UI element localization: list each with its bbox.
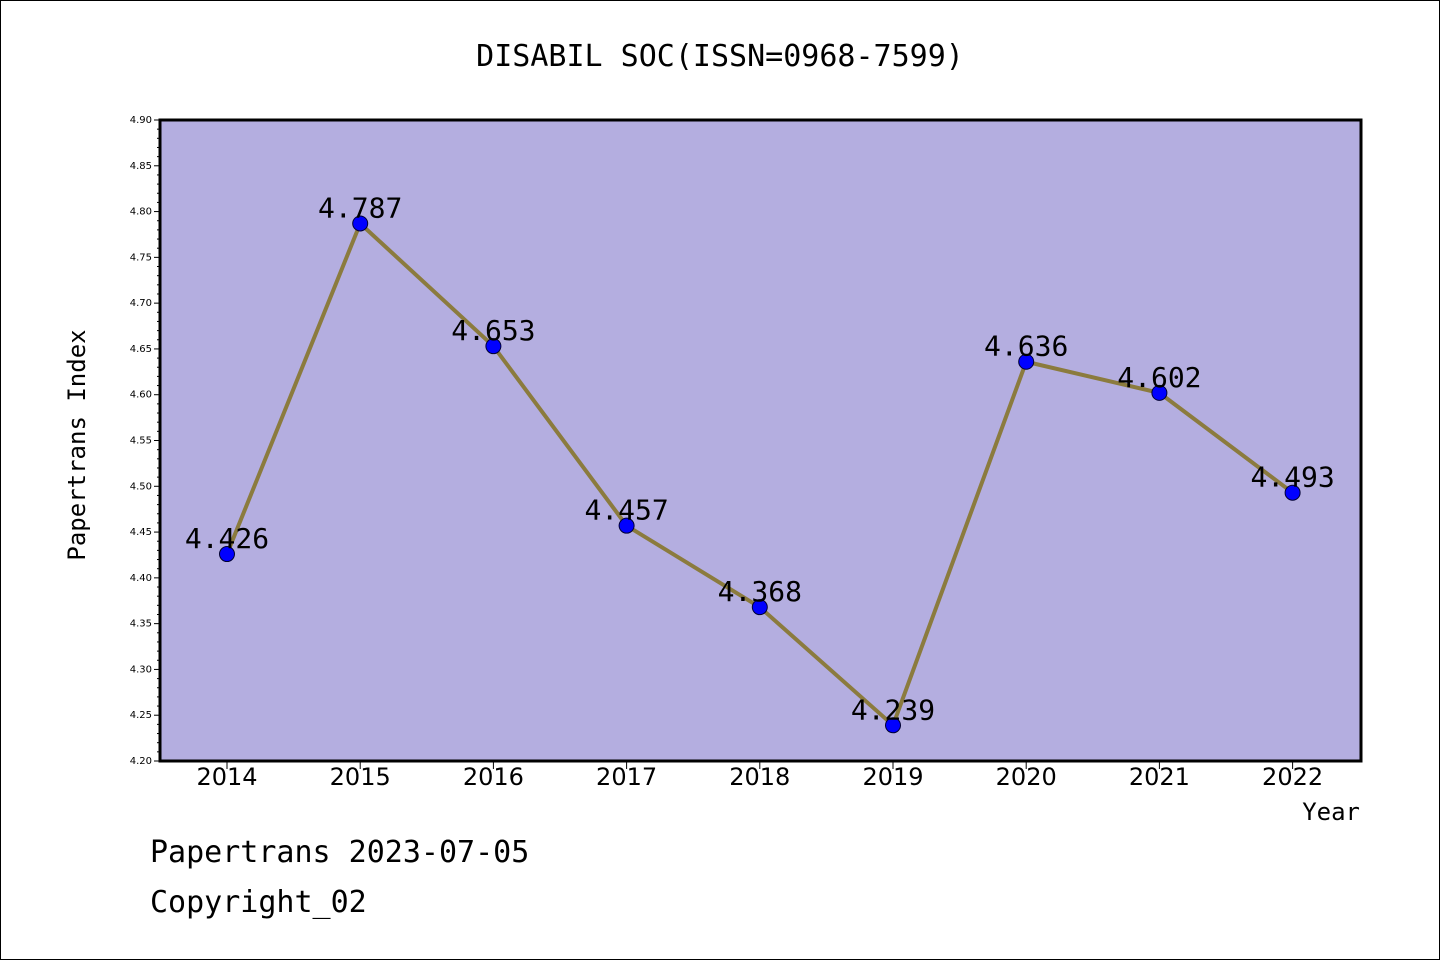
x-tick-label: 2019 [862,763,923,791]
data-point [219,546,235,563]
data-point [618,517,635,534]
chart-title: DISABIL SOC(ISSN=0968-7599) [476,39,964,74]
x-tick-label: 2015 [330,763,391,791]
y-tick-label: 4.30 [130,664,152,675]
x-tick-label: 2021 [1129,763,1190,791]
data-label: 4.426 [185,522,269,555]
y-tick-label: 4.25 [130,710,152,721]
data-label: 4.602 [1117,361,1201,394]
x-tick-label: 2017 [596,763,657,791]
y-tick-label: 4.45 [130,527,152,538]
data-label: 4.368 [718,575,802,608]
data-point [1018,353,1035,370]
footer-date-label: Papertrans 2023-07-05 [150,835,530,870]
x-tick-label: 2016 [463,763,524,791]
data-point [885,717,901,734]
data-point [751,599,768,616]
data-point [352,215,369,232]
data-label: 4.653 [451,314,535,347]
y-tick-label: 4.50 [130,481,152,492]
data-label: 4.239 [851,693,935,726]
y-tick-label: 4.20 [130,756,152,767]
x-tick-label: 2018 [729,763,790,791]
data-label: 4.636 [984,330,1068,363]
y-axis-label: Papertrans Index [63,329,91,560]
y-axis: 4.20 4.25 4.30 4.35 4.40 4.45 4.50 4.55 4.60 4.65… [130,115,160,767]
y-tick-label: 4.75 [130,252,152,263]
y-tick-label: 4.90 [130,115,152,126]
footer-copyright-label: Copyright_02 [150,885,367,920]
data-label: 4.787 [318,191,402,224]
y-tick-label: 4.55 [130,436,152,447]
y-tick-label: 4.65 [130,344,152,355]
data-point [1284,484,1301,501]
x-tick-label: 2022 [1262,763,1323,791]
y-tick-label: 4.40 [130,573,152,584]
x-axis-label: Year [1302,798,1360,826]
x-axis: 2014 2015 2016 2017 2018 2019 2020 2021 2022 [196,761,1323,791]
plot-border [158,118,1363,763]
data-point [1151,384,1168,401]
y-tick-label: 4.85 [130,161,152,172]
series-group: 4.426 4.787 4.653 4.457 4.368 4.239 4.636 4.602… [185,191,1335,734]
data-label: 4.457 [584,494,668,527]
x-tick-label: 2020 [996,763,1057,791]
data-label: 4.493 [1250,461,1334,494]
data-point [485,338,502,355]
y-tick-label: 4.35 [130,619,152,630]
x-tick-label: 2014 [196,763,257,791]
y-tick-label: 4.80 [130,207,152,218]
y-tick-label: 4.60 [130,390,152,401]
y-tick-label: 4.70 [130,298,152,309]
